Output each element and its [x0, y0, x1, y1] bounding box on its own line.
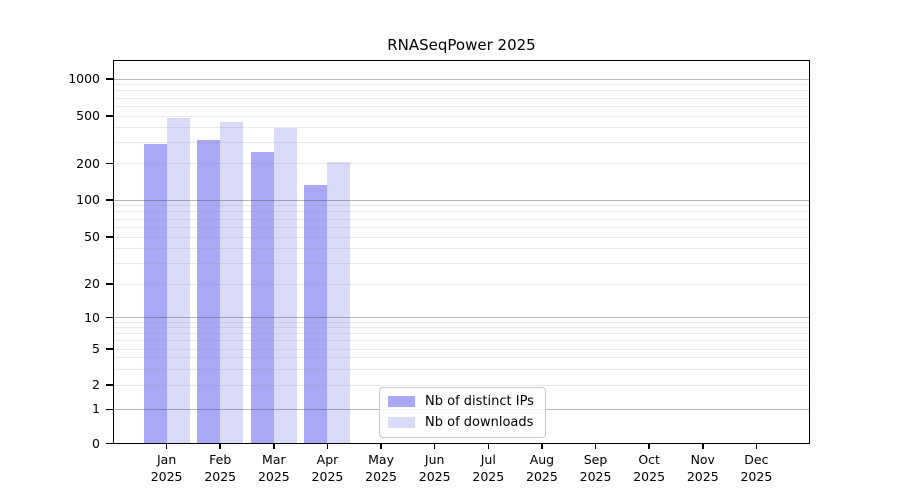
- y-tick-mark: [106, 199, 113, 201]
- x-tick-mark: [434, 444, 436, 449]
- bar-distinct-ips-mar: [251, 152, 274, 444]
- gridline-minor: [113, 211, 810, 212]
- legend-swatch-distinct-ips: [388, 396, 415, 407]
- y-tick-mark: [106, 236, 113, 238]
- y-tick-label: 100: [20, 193, 100, 207]
- y-tick-label: 1: [20, 402, 100, 416]
- plot-area: Nb of distinct IPs Nb of downloads: [113, 60, 810, 444]
- bar-downloads-jan: [167, 118, 190, 444]
- gridline-minor: [113, 369, 810, 370]
- y-tick-label: 10: [20, 311, 100, 325]
- gridline-minor: [113, 127, 810, 128]
- x-tick-year: 2025: [714, 469, 798, 486]
- legend-item-distinct-ips: Nb of distinct IPs: [388, 394, 534, 409]
- gridline-minor: [113, 84, 810, 85]
- x-tick-mark: [595, 444, 597, 449]
- gridline-minor: [113, 284, 810, 285]
- y-tick-mark: [106, 163, 113, 165]
- bar-downloads-mar: [274, 128, 297, 444]
- y-tick-label: 1000: [20, 72, 100, 86]
- y-tick-mark: [106, 78, 113, 80]
- legend-label-downloads: Nb of downloads: [425, 415, 533, 430]
- x-tick-mark: [541, 444, 543, 449]
- y-tick-label: 200: [20, 157, 100, 171]
- gridline-major: [113, 200, 810, 201]
- legend-item-downloads: Nb of downloads: [388, 415, 534, 430]
- gridline-minor: [113, 333, 810, 334]
- gridline-minor: [113, 219, 810, 220]
- x-tick-label-dec: Dec2025: [714, 452, 798, 485]
- legend-label-distinct-ips: Nb of distinct IPs: [425, 394, 534, 409]
- x-tick-mark: [648, 444, 650, 449]
- gridline-minor: [113, 349, 810, 350]
- y-tick-mark: [106, 115, 113, 117]
- gridline-minor: [113, 385, 810, 386]
- gridline-minor: [113, 248, 810, 249]
- y-tick-label: 20: [20, 277, 100, 291]
- gridline-minor: [113, 90, 810, 91]
- y-tick-mark: [106, 317, 113, 319]
- gridline-minor: [113, 327, 810, 328]
- gridline-minor: [113, 357, 810, 358]
- legend-swatch-downloads: [388, 417, 415, 428]
- x-tick-mark: [756, 444, 758, 449]
- y-tick-mark: [106, 384, 113, 386]
- gridline-minor: [113, 142, 810, 143]
- y-tick-label: 0: [20, 437, 100, 451]
- legend: Nb of distinct IPs Nb of downloads: [379, 387, 546, 438]
- gridline-minor: [113, 322, 810, 323]
- x-tick-mark: [702, 444, 704, 449]
- x-tick-mark: [166, 444, 168, 449]
- gridline-major: [113, 317, 810, 318]
- y-tick-label: 50: [20, 230, 100, 244]
- gridline-minor: [113, 340, 810, 341]
- gridline-minor: [113, 116, 810, 117]
- x-tick-month: Dec: [714, 452, 798, 469]
- x-tick-mark: [273, 444, 275, 449]
- gridline-minor: [113, 205, 810, 206]
- figure: RNASeqPower 2025 Nb of distinct IPs Nb o…: [0, 0, 900, 500]
- y-tick-label: 2: [20, 378, 100, 392]
- y-tick-mark: [106, 443, 113, 445]
- gridline-minor: [113, 237, 810, 238]
- gridline-minor: [113, 106, 810, 107]
- bar-distinct-ips-apr: [304, 185, 327, 444]
- gridline-minor: [113, 227, 810, 228]
- chart-title: RNASeqPower 2025: [113, 36, 810, 54]
- gridline-minor: [113, 98, 810, 99]
- x-tick-mark: [488, 444, 490, 449]
- y-tick-mark: [106, 409, 113, 411]
- gridline-minor: [113, 163, 810, 164]
- gridline-minor: [113, 263, 810, 264]
- x-tick-mark: [219, 444, 221, 449]
- bar-distinct-ips-feb: [197, 140, 220, 444]
- y-tick-label: 500: [20, 109, 100, 123]
- x-tick-mark: [380, 444, 382, 449]
- y-tick-label: 5: [20, 342, 100, 356]
- y-tick-mark: [106, 348, 113, 350]
- x-tick-mark: [327, 444, 329, 449]
- bar-distinct-ips-jan: [144, 144, 167, 444]
- gridline-major: [113, 79, 810, 80]
- y-tick-mark: [106, 283, 113, 285]
